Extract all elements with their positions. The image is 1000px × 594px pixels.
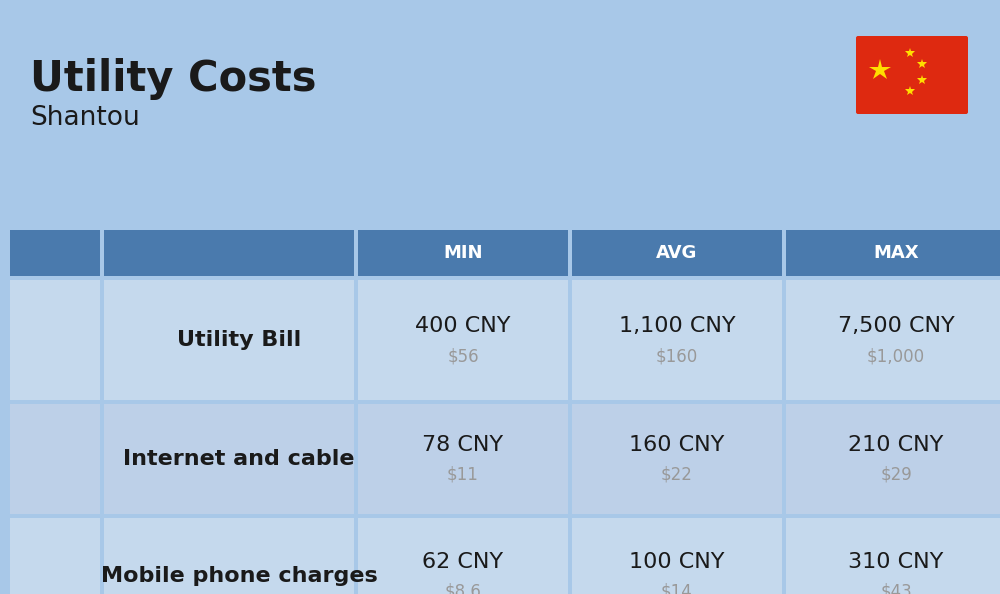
Bar: [104, 404, 354, 514]
Text: $1,000: $1,000: [867, 347, 925, 365]
Text: $160: $160: [656, 347, 698, 365]
Text: 62 CNY: 62 CNY: [422, 551, 504, 571]
Text: 400 CNY: 400 CNY: [415, 316, 511, 336]
Bar: [572, 518, 782, 594]
Bar: [786, 404, 1000, 514]
Bar: [786, 280, 1000, 400]
Bar: [358, 518, 568, 594]
Text: 160 CNY: 160 CNY: [629, 435, 725, 455]
Text: $43: $43: [880, 583, 912, 594]
Text: Utility Bill: Utility Bill: [177, 330, 301, 350]
Text: Utility Costs: Utility Costs: [30, 58, 316, 100]
Text: 7,500 CNY: 7,500 CNY: [838, 316, 954, 336]
Text: 100 CNY: 100 CNY: [629, 551, 725, 571]
Text: 1,100 CNY: 1,100 CNY: [619, 316, 735, 336]
Text: MAX: MAX: [873, 244, 919, 262]
Text: $22: $22: [661, 466, 693, 484]
Bar: [572, 280, 782, 400]
Text: $29: $29: [880, 466, 912, 484]
Text: Mobile phone charges: Mobile phone charges: [101, 565, 377, 586]
Bar: [358, 230, 568, 276]
Text: $56: $56: [447, 347, 479, 365]
Bar: [786, 230, 1000, 276]
Bar: [10, 404, 100, 514]
Bar: [104, 230, 354, 276]
Text: AVG: AVG: [656, 244, 698, 262]
Bar: [572, 230, 782, 276]
Text: $14: $14: [661, 583, 693, 594]
Bar: [10, 230, 100, 276]
Bar: [358, 280, 568, 400]
Bar: [10, 518, 100, 594]
Text: MIN: MIN: [443, 244, 483, 262]
Text: $8.6: $8.6: [445, 583, 481, 594]
Text: Shantou: Shantou: [30, 105, 140, 131]
Text: Internet and cable: Internet and cable: [123, 449, 355, 469]
Text: 78 CNY: 78 CNY: [422, 435, 504, 455]
Bar: [786, 518, 1000, 594]
Text: 310 CNY: 310 CNY: [848, 551, 944, 571]
Text: $11: $11: [447, 466, 479, 484]
Bar: [10, 280, 100, 400]
Bar: [104, 518, 354, 594]
FancyBboxPatch shape: [856, 36, 968, 114]
Bar: [104, 280, 354, 400]
Bar: [572, 404, 782, 514]
Text: 210 CNY: 210 CNY: [848, 435, 944, 455]
Bar: [358, 404, 568, 514]
